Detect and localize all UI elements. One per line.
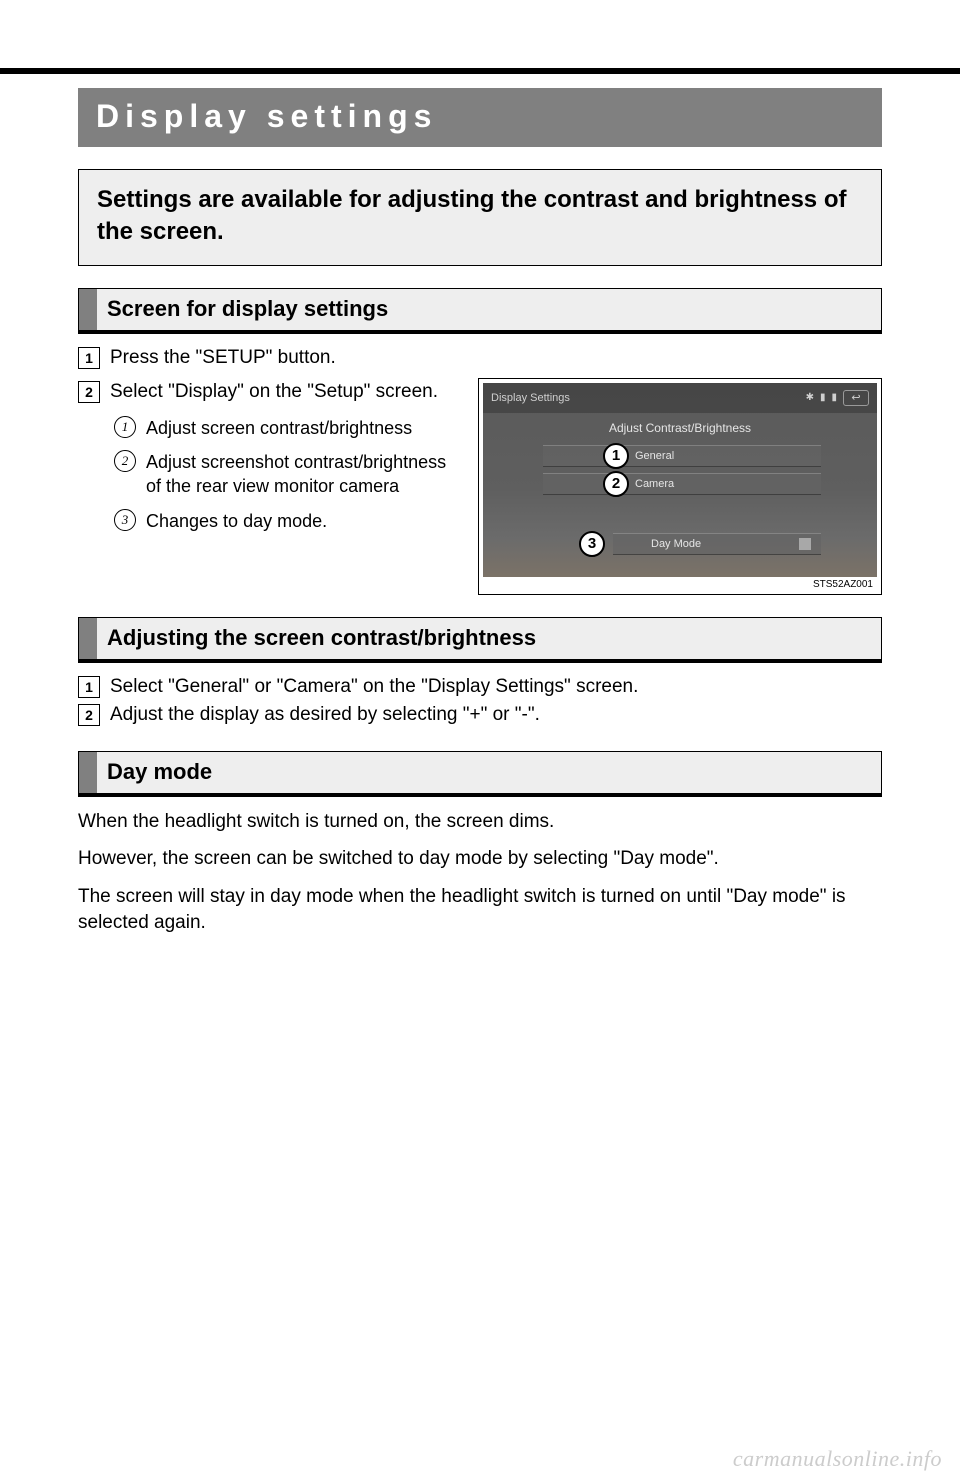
step-number-box: 2 [78, 704, 100, 726]
section-heading-day-mode: Day mode [78, 751, 882, 797]
circle-number: 1 [114, 416, 136, 438]
step-2: 2 Select "Display" on the "Setup" screen… [78, 378, 460, 406]
section-label: Adjusting the screen contrast/brightness [97, 618, 881, 659]
row-general[interactable]: General [543, 445, 821, 467]
section2-steps: 1 Select "General" or "Camera" on the "D… [78, 673, 882, 729]
row-camera[interactable]: Camera [543, 473, 821, 495]
substep-text: Adjust screenshot contrast/brightness of… [146, 450, 460, 499]
circle-number: 2 [114, 450, 136, 472]
content-area: Display settings Settings are available … [78, 88, 882, 935]
checkbox-icon [799, 538, 811, 550]
section-accent [79, 752, 97, 793]
battery-icon: ▮ [831, 392, 837, 403]
day-mode-para-3: The screen will stay in day mode when th… [78, 884, 882, 935]
section-heading-screen-settings: Screen for display settings [78, 288, 882, 334]
substep-text: Adjust screen contrast/brightness [146, 416, 412, 440]
row-label: Day Mode [651, 538, 701, 550]
screenshot-inner: Display Settings ✱ ▮ ▮ ↩ Adjust Contrast… [483, 383, 877, 577]
substep-2: 2 Adjust screenshot contrast/brightness … [114, 450, 460, 499]
intro-box: Settings are available for adjusting the… [78, 169, 882, 266]
substep-3: 3 Changes to day mode. [114, 509, 460, 533]
page-title-band: Display settings [78, 88, 882, 147]
bluetooth-icon: ✱ [806, 392, 814, 403]
section-accent [79, 618, 97, 659]
step-text: Select "General" or "Camera" on the "Dis… [110, 676, 638, 698]
section1-steps: 1 Press the "SETUP" button. 2 Select "Di… [78, 344, 882, 595]
step-number-box: 2 [78, 381, 100, 403]
step-1: 1 Select "General" or "Camera" on the "D… [78, 673, 882, 701]
step2-with-image: 2 Select "Display" on the "Setup" screen… [78, 378, 882, 595]
section-heading-adjust: Adjusting the screen contrast/brightness [78, 617, 882, 663]
substep-text: Changes to day mode. [146, 509, 327, 533]
left-column: 2 Select "Display" on the "Setup" screen… [78, 378, 460, 595]
substep-1: 1 Adjust screen contrast/brightness [114, 416, 460, 440]
watermark-text: carmanualsonline.info [733, 1446, 942, 1472]
manual-page: Display settings Settings are available … [0, 0, 960, 1484]
step-text: Select "Display" on the "Setup" screen. [110, 381, 438, 403]
callout-3: 3 [579, 531, 605, 557]
screenshot-code: STS52AZ001 [483, 577, 877, 590]
step-number-box: 1 [78, 676, 100, 698]
step-number-box: 1 [78, 347, 100, 369]
row-day-mode[interactable]: Day Mode [613, 533, 821, 555]
back-icon: ↩ [851, 391, 860, 404]
step-2: 2 Adjust the display as desired by selec… [78, 701, 882, 729]
callout-2: 2 [603, 471, 629, 497]
step-1: 1 Press the "SETUP" button. [78, 344, 882, 372]
row-label: Camera [635, 478, 674, 490]
signal-icon: ▮ [820, 392, 826, 403]
status-icons: ✱ ▮ ▮ ↩ [806, 390, 869, 406]
day-mode-para-2: However, the screen can be switched to d… [78, 846, 882, 872]
day-mode-para-1: When the headlight switch is turned on, … [78, 809, 882, 835]
circle-number: 3 [114, 509, 136, 531]
display-settings-screenshot: Display Settings ✱ ▮ ▮ ↩ Adjust Contrast… [478, 378, 882, 595]
screenshot-subtitle: Adjust Contrast/Brightness [483, 421, 877, 435]
intro-text: Settings are available for adjusting the… [97, 186, 846, 245]
section-label: Day mode [97, 752, 881, 793]
page-title: Display settings [96, 98, 437, 134]
screenshot-topbar: Display Settings ✱ ▮ ▮ ↩ [483, 383, 877, 413]
right-column: Display Settings ✱ ▮ ▮ ↩ Adjust Contrast… [478, 378, 882, 595]
step-text: Adjust the display as desired by selecti… [110, 704, 540, 726]
callout-1: 1 [603, 443, 629, 469]
section-label: Screen for display settings [97, 289, 881, 330]
section-accent [79, 289, 97, 330]
step-text: Press the "SETUP" button. [110, 347, 336, 369]
top-black-bar [0, 68, 960, 74]
screenshot-title: Display Settings [491, 392, 570, 404]
back-button[interactable]: ↩ [843, 390, 869, 406]
row-label: General [635, 450, 674, 462]
